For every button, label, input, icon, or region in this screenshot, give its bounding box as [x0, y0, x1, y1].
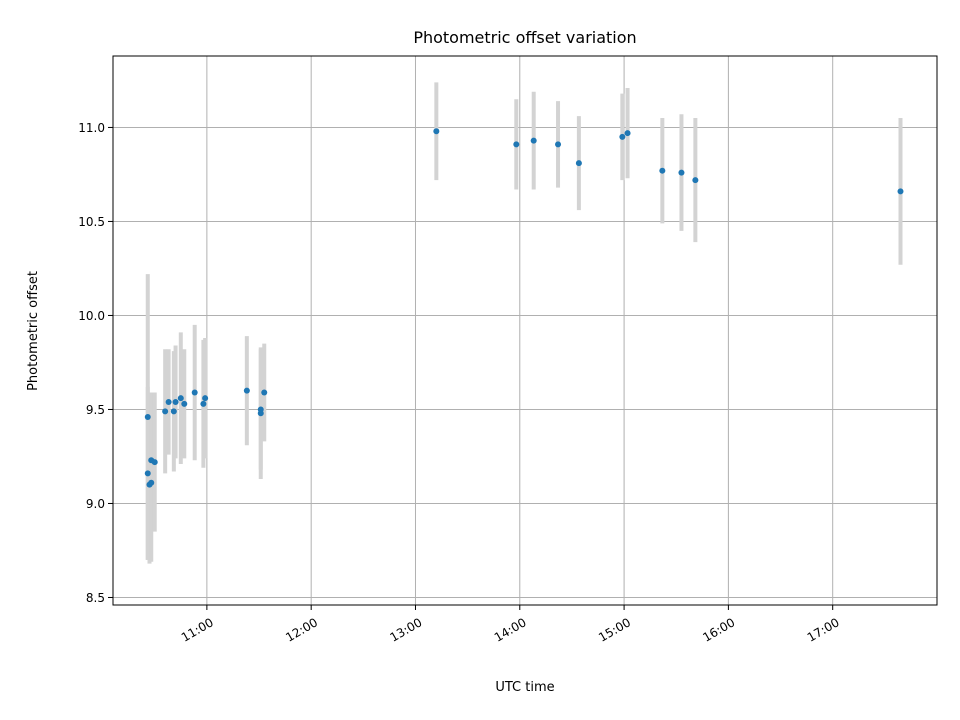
data-point — [200, 400, 207, 407]
chart-title: Photometric offset variation — [413, 28, 636, 47]
y-tick-label: 11.0 — [78, 121, 105, 135]
data-point — [257, 406, 264, 413]
data-point — [619, 133, 626, 140]
y-tick-label: 10.5 — [78, 215, 105, 229]
data-point — [177, 395, 184, 402]
data-point — [897, 188, 904, 195]
data-point — [144, 470, 151, 477]
data-point — [165, 398, 172, 405]
data-point — [433, 128, 440, 135]
y-tick-label: 10.0 — [78, 309, 105, 323]
data-point — [678, 169, 685, 176]
data-point — [148, 479, 155, 486]
data-point — [513, 141, 520, 148]
y-tick-label: 9.5 — [86, 403, 105, 417]
y-tick-label: 8.5 — [86, 591, 105, 605]
data-point — [243, 387, 250, 394]
data-point — [624, 130, 631, 137]
y-axis-label: Photometric offset — [26, 271, 41, 391]
y-tick-label: 9.0 — [86, 497, 105, 511]
data-points — [144, 128, 904, 488]
data-point — [151, 459, 158, 466]
data-point — [530, 137, 537, 144]
data-point — [692, 177, 699, 184]
data-point — [144, 413, 151, 420]
data-point — [170, 408, 177, 415]
plot-frame — [112, 55, 938, 606]
data-point — [172, 398, 179, 405]
data-point — [202, 395, 209, 402]
data-point — [659, 167, 666, 174]
data-point — [191, 389, 198, 396]
data-point — [555, 141, 562, 148]
data-point — [181, 400, 188, 407]
data-point — [261, 389, 268, 396]
y-axis-ticks: 8.5 9.0 9.5 10.0 10.5 11.0 — [78, 121, 113, 605]
x-axis-label: UTC time — [495, 680, 554, 695]
grid-lines — [113, 56, 937, 605]
data-point — [575, 160, 582, 167]
data-point — [162, 408, 169, 415]
